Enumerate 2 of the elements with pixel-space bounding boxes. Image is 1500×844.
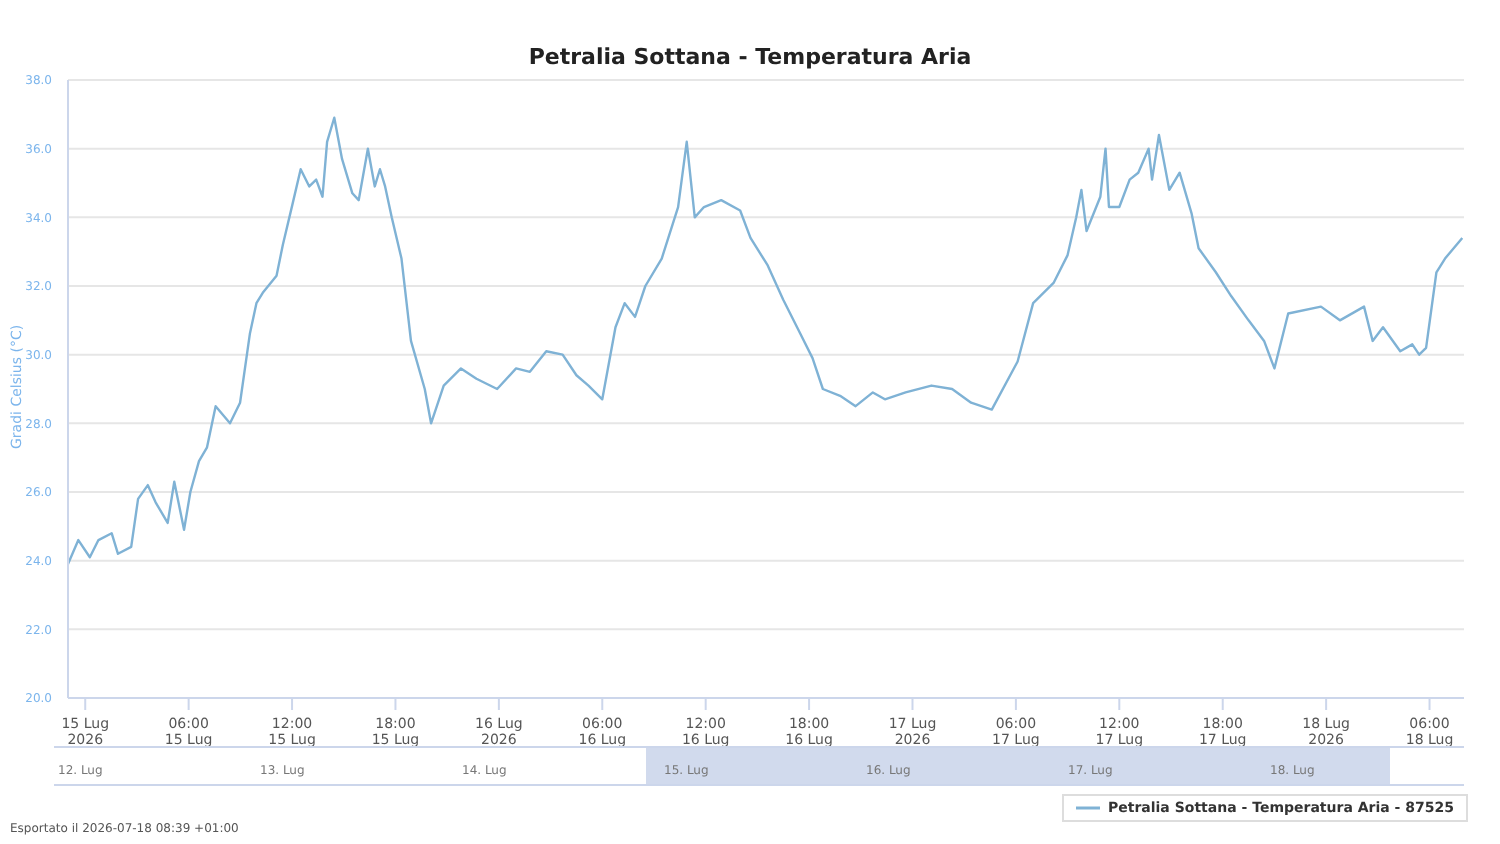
line-series [68, 116, 1464, 566]
chart-title: Petralia Sottana - Temperatura Aria [526, 44, 974, 70]
